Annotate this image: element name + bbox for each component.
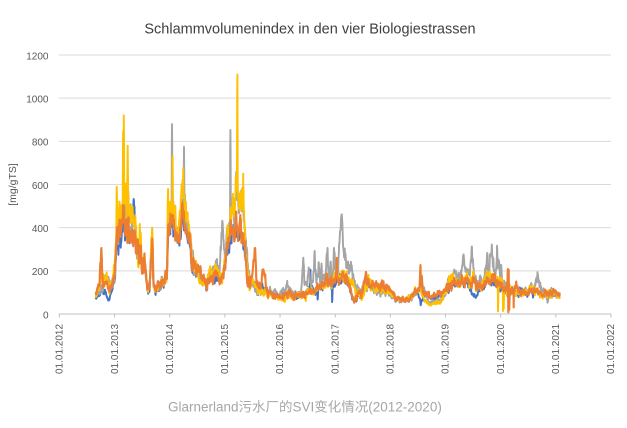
- svg-text:01.01.2021: 01.01.2021: [551, 324, 562, 374]
- svg-text:0: 0: [43, 310, 49, 321]
- svg-text:SVI: SVI: [293, 400, 315, 415]
- svg-text:600: 600: [32, 181, 49, 192]
- svg-text:01.01.2014: 01.01.2014: [165, 324, 176, 374]
- svg-text:01.01.2012: 01.01.2012: [55, 324, 66, 374]
- svg-text:01.01.2017: 01.01.2017: [330, 324, 341, 374]
- svg-text:Schlammvolumenindex in den vie: Schlammvolumenindex in den vier Biologie…: [144, 22, 475, 38]
- svg-text:(2012-2020): (2012-2020): [368, 400, 442, 415]
- svg-text:1000: 1000: [26, 94, 49, 105]
- svg-text:01.01.2022: 01.01.2022: [606, 324, 617, 374]
- svg-text:01.01.2013: 01.01.2013: [110, 324, 121, 374]
- svg-text:1200: 1200: [26, 51, 49, 62]
- svg-text:[mg/gTS]: [mg/gTS]: [7, 163, 19, 206]
- svg-text:01.01.2019: 01.01.2019: [441, 324, 452, 374]
- svg-text:01.01.2016: 01.01.2016: [275, 324, 286, 374]
- svg-text:01.01.2020: 01.01.2020: [496, 324, 507, 374]
- svg-text:Glarnerland: Glarnerland: [168, 400, 239, 415]
- svg-text:01.01.2015: 01.01.2015: [220, 324, 231, 374]
- svg-text:400: 400: [32, 224, 49, 235]
- svg-text:01.01.2018: 01.01.2018: [386, 324, 397, 374]
- svg-text:200: 200: [32, 267, 49, 278]
- svg-text:800: 800: [32, 138, 49, 149]
